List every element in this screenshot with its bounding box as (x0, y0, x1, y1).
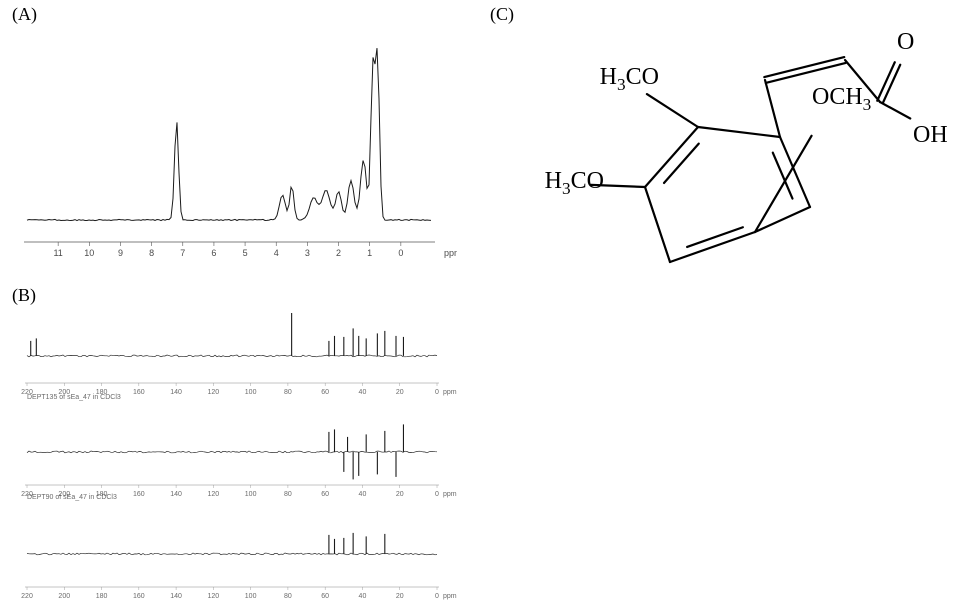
svg-text:80: 80 (284, 389, 292, 396)
svg-text:ppm: ppm (443, 593, 457, 600)
svg-text:100: 100 (245, 389, 257, 396)
svg-text:1: 1 (367, 248, 372, 258)
molecule-panel-c: H3COH3COOCH3OOH (490, 32, 955, 312)
svg-text:180: 180 (96, 593, 108, 600)
svg-text:120: 120 (208, 491, 220, 498)
svg-text:0: 0 (435, 491, 439, 498)
svg-text:160: 160 (133, 593, 145, 600)
svg-text:140: 140 (170, 389, 182, 396)
svg-text:60: 60 (321, 593, 329, 600)
panel-label-c: (C) (490, 4, 514, 25)
svg-text:20: 20 (396, 491, 404, 498)
svg-text:80: 80 (284, 491, 292, 498)
svg-text:7: 7 (180, 248, 185, 258)
svg-text:40: 40 (359, 491, 367, 498)
svg-text:0: 0 (435, 389, 439, 396)
svg-text:11: 11 (53, 248, 62, 258)
svg-text:10: 10 (84, 248, 94, 258)
chemical-structure: H3COH3COOCH3OOH (490, 32, 955, 312)
nmr-13c-dept-spectra: 220200180160140120100806040200ppmDEPT135… (12, 313, 457, 603)
nmr-1h-spectrum: 11109876543210ppm (12, 35, 457, 270)
svg-text:140: 140 (170, 491, 182, 498)
svg-text:200: 200 (58, 593, 70, 600)
svg-text:60: 60 (321, 389, 329, 396)
svg-text:ppm: ppm (443, 491, 457, 498)
svg-text:120: 120 (208, 389, 220, 396)
svg-text:160: 160 (133, 491, 145, 498)
panel-label-a: (A) (12, 4, 37, 25)
panel-label-b: (B) (12, 285, 36, 306)
svg-text:60: 60 (321, 491, 329, 498)
svg-text:3: 3 (305, 248, 310, 258)
spectrum-panel-b: 220200180160140120100806040200ppmDEPT135… (12, 313, 457, 603)
svg-text:220: 220 (21, 593, 33, 600)
svg-text:100: 100 (245, 491, 257, 498)
svg-text:2: 2 (336, 248, 341, 258)
svg-text:100: 100 (245, 593, 257, 600)
svg-text:80: 80 (284, 593, 292, 600)
svg-text:0: 0 (398, 248, 403, 258)
svg-text:DEPT90 of sEa_47 in CDCl3: DEPT90 of sEa_47 in CDCl3 (27, 494, 117, 501)
svg-text:4: 4 (274, 248, 279, 258)
svg-text:DEPT135 of sEa_47 in CDCl3: DEPT135 of sEa_47 in CDCl3 (27, 394, 121, 401)
spectrum-panel-a: 11109876543210ppm (12, 35, 457, 270)
svg-text:120: 120 (208, 593, 220, 600)
svg-text:160: 160 (133, 389, 145, 396)
svg-text:20: 20 (396, 593, 404, 600)
svg-text:8: 8 (149, 248, 154, 258)
svg-text:20: 20 (396, 389, 404, 396)
svg-text:9: 9 (118, 248, 123, 258)
svg-text:140: 140 (170, 593, 182, 600)
svg-text:40: 40 (359, 389, 367, 396)
svg-text:5: 5 (243, 248, 248, 258)
svg-text:6: 6 (211, 248, 216, 258)
svg-text:40: 40 (359, 593, 367, 600)
svg-text:ppm: ppm (444, 248, 457, 258)
svg-text:0: 0 (435, 593, 439, 600)
svg-text:ppm: ppm (443, 389, 457, 396)
